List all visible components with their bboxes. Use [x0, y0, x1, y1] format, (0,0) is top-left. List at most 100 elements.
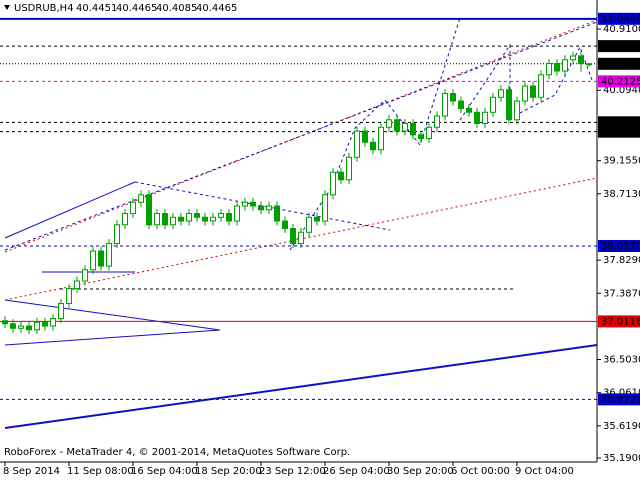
- candle-body: [274, 205, 280, 222]
- candle-body: [154, 213, 160, 226]
- y-tick-label: 37.8290: [603, 255, 640, 266]
- candle-body: [570, 55, 576, 61]
- drawing-objects: [4, 17, 598, 429]
- price-tag-label: 35.9721: [601, 394, 640, 405]
- candle-body: [490, 96, 496, 113]
- candle-body: [442, 93, 448, 117]
- candle-body: [386, 119, 392, 128]
- candle-body: [50, 318, 56, 327]
- candle-body: [306, 216, 312, 233]
- candle-body: [202, 216, 208, 222]
- candle-body: [586, 63, 592, 66]
- candle-body: [458, 100, 464, 110]
- candle-body: [178, 216, 184, 222]
- price-tag-label: 37.0116: [601, 316, 640, 327]
- footer: RoboForex - MetaTrader 4, © 2001-2014, M…: [4, 447, 350, 458]
- price-tag: [598, 12, 640, 25]
- candle-body: [298, 231, 304, 245]
- header-low: 40.4085: [156, 3, 197, 14]
- x-tick-label: 16 Sep 04:00: [131, 466, 198, 477]
- x-tick-label: 26 Sep 04:00: [323, 466, 390, 477]
- candle-body: [194, 213, 200, 218]
- price-tag: [598, 393, 640, 406]
- candle-body: [74, 280, 80, 290]
- channel-line: [4, 21, 598, 251]
- x-tick-label: 6 Oct 00:00: [451, 466, 510, 477]
- candle-body: [162, 213, 168, 226]
- candle-body: [474, 111, 480, 125]
- candle-body: [562, 59, 568, 72]
- x-tick-label: 23 Sep 12:00: [259, 466, 326, 477]
- channel-line: [134, 181, 391, 231]
- candle-body: [130, 201, 136, 215]
- candle-body: [42, 321, 48, 327]
- candle-body: [506, 89, 512, 121]
- price-tag-label: 40.6822: [601, 41, 640, 52]
- trend-line: [4, 329, 221, 346]
- candle-body: [322, 194, 328, 222]
- header-close: 40.4465: [196, 3, 237, 14]
- y-tick-label: 36.5030: [603, 355, 640, 366]
- price-tag-label: 40.2125: [601, 76, 640, 87]
- candle-body: [378, 126, 384, 151]
- y-tick-label: 40.0940: [603, 85, 640, 96]
- price-tag: [598, 315, 640, 328]
- candle-body: [346, 156, 352, 181]
- candle-body: [242, 201, 248, 207]
- candle-body: [58, 303, 64, 320]
- y-tick-label: 36.0610: [603, 388, 640, 399]
- trend-line: [4, 181, 136, 239]
- candle-body: [554, 63, 560, 72]
- candle-body: [2, 320, 8, 325]
- y-tick-label: 35.6190: [603, 421, 640, 432]
- channel-line: [4, 177, 598, 301]
- candle-body: [434, 115, 440, 128]
- candle-body: [234, 205, 240, 222]
- candle-body: [514, 100, 520, 121]
- candle-body: [314, 216, 320, 222]
- price-tag: [598, 57, 640, 70]
- candle-body: [426, 126, 432, 140]
- candle-body: [210, 216, 216, 222]
- candle-body: [578, 55, 584, 65]
- price-tag-label: 41.0460: [601, 14, 640, 25]
- candle-body: [362, 130, 368, 143]
- trend-line: [4, 344, 598, 429]
- y-tick-label: 37.3870: [603, 288, 640, 299]
- x-tick-label: 8 Sep 2014: [3, 466, 60, 477]
- candle-body: [418, 134, 424, 140]
- candle-body: [138, 194, 144, 203]
- y-tick-label: 39.1550: [603, 156, 640, 167]
- price-tag-label: 38.0170: [601, 241, 640, 252]
- header-open: 40.4451: [76, 3, 117, 14]
- candle-body: [354, 130, 360, 158]
- candle-body: [34, 321, 40, 331]
- x-tick-label: 11 Sep 08:00: [67, 466, 134, 477]
- wave-path: [459, 43, 593, 121]
- trend-line: [4, 299, 221, 331]
- candle-body: [330, 171, 336, 196]
- candle-body: [338, 171, 344, 181]
- candle-body: [290, 228, 296, 245]
- price-tag-label: 40.4465: [601, 59, 640, 70]
- candle-body: [266, 205, 272, 211]
- price-tag-label: 39.6661: [601, 117, 640, 128]
- x-tick-label: 30 Sep 20:00: [387, 466, 454, 477]
- price-tag: [598, 125, 640, 138]
- candle-body: [218, 213, 224, 218]
- candle-body: [10, 323, 16, 329]
- y-tick-label: 38.7130: [603, 189, 640, 200]
- candle-body: [90, 250, 96, 271]
- candle-body: [282, 220, 288, 230]
- header-high: 40.4465: [116, 3, 157, 14]
- candle-body: [146, 194, 152, 226]
- candle-body: [538, 74, 544, 98]
- candle-body: [370, 141, 376, 151]
- x-tick-label: 9 Oct 04:00: [515, 466, 574, 477]
- candle-body: [546, 63, 552, 76]
- header-arrow: [4, 5, 10, 10]
- price-tag: [598, 116, 640, 129]
- candle-body: [106, 243, 112, 267]
